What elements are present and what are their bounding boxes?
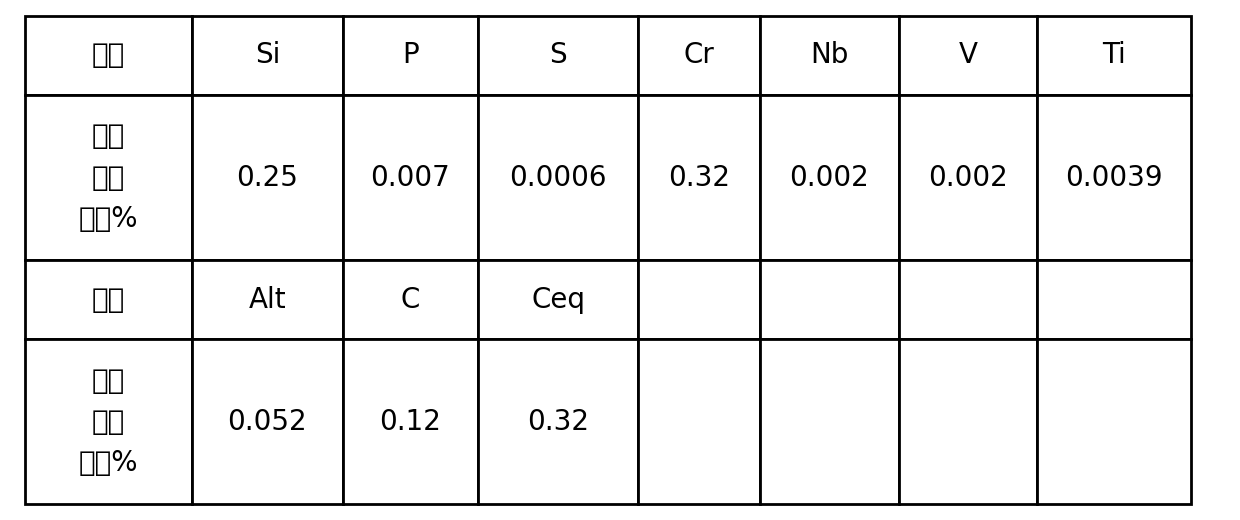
Bar	[477, 95, 639, 260]
Text: Ti: Ti	[1102, 41, 1126, 69]
Bar	[760, 95, 899, 260]
Text: Cr: Cr	[683, 41, 714, 69]
Text: Si: Si	[254, 41, 280, 69]
Bar	[1038, 16, 1192, 95]
Bar	[343, 260, 477, 340]
Text: 0.052: 0.052	[228, 408, 308, 436]
Text: 0.12: 0.12	[379, 408, 441, 436]
Text: 0.32: 0.32	[668, 163, 730, 191]
Bar	[25, 95, 192, 260]
Bar	[192, 260, 343, 340]
Text: 0.0006: 0.0006	[510, 163, 606, 191]
Bar	[1038, 95, 1192, 260]
Text: 0.25: 0.25	[237, 163, 299, 191]
Bar	[477, 260, 639, 340]
Bar	[1038, 260, 1192, 340]
Bar	[899, 16, 1038, 95]
Bar	[639, 16, 760, 95]
Text: S: S	[549, 41, 567, 69]
Text: 0.002: 0.002	[929, 163, 1008, 191]
Bar	[25, 16, 192, 95]
Text: P: P	[402, 41, 419, 69]
Bar	[25, 260, 192, 340]
Bar	[899, 260, 1038, 340]
Text: Nb: Nb	[810, 41, 848, 69]
Bar	[192, 16, 343, 95]
Bar	[477, 16, 639, 95]
Bar	[192, 95, 343, 260]
Bar	[477, 340, 639, 504]
Bar	[343, 16, 477, 95]
Text: Alt: Alt	[248, 285, 286, 314]
Text: 元素: 元素	[92, 285, 125, 314]
Bar	[760, 260, 899, 340]
Text: 0.32: 0.32	[527, 408, 589, 436]
Bar	[639, 260, 760, 340]
Bar	[760, 16, 899, 95]
Bar	[639, 95, 760, 260]
Text: C: C	[401, 285, 420, 314]
Bar	[899, 95, 1038, 260]
Bar	[192, 340, 343, 504]
Bar	[25, 340, 192, 504]
Text: 重量
百分
比：%: 重量 百分 比：%	[78, 367, 138, 477]
Text: 0.0039: 0.0039	[1065, 163, 1163, 191]
Text: 重量
百分
比：%: 重量 百分 比：%	[78, 122, 138, 233]
Text: 0.007: 0.007	[371, 163, 450, 191]
Text: 元素: 元素	[92, 41, 125, 69]
Bar	[899, 340, 1038, 504]
Bar	[760, 340, 899, 504]
Bar	[1038, 340, 1192, 504]
Text: V: V	[959, 41, 977, 69]
Text: Ceq: Ceq	[531, 285, 585, 314]
Bar	[343, 95, 477, 260]
Text: 0.002: 0.002	[790, 163, 869, 191]
Bar	[343, 340, 477, 504]
Bar	[639, 340, 760, 504]
